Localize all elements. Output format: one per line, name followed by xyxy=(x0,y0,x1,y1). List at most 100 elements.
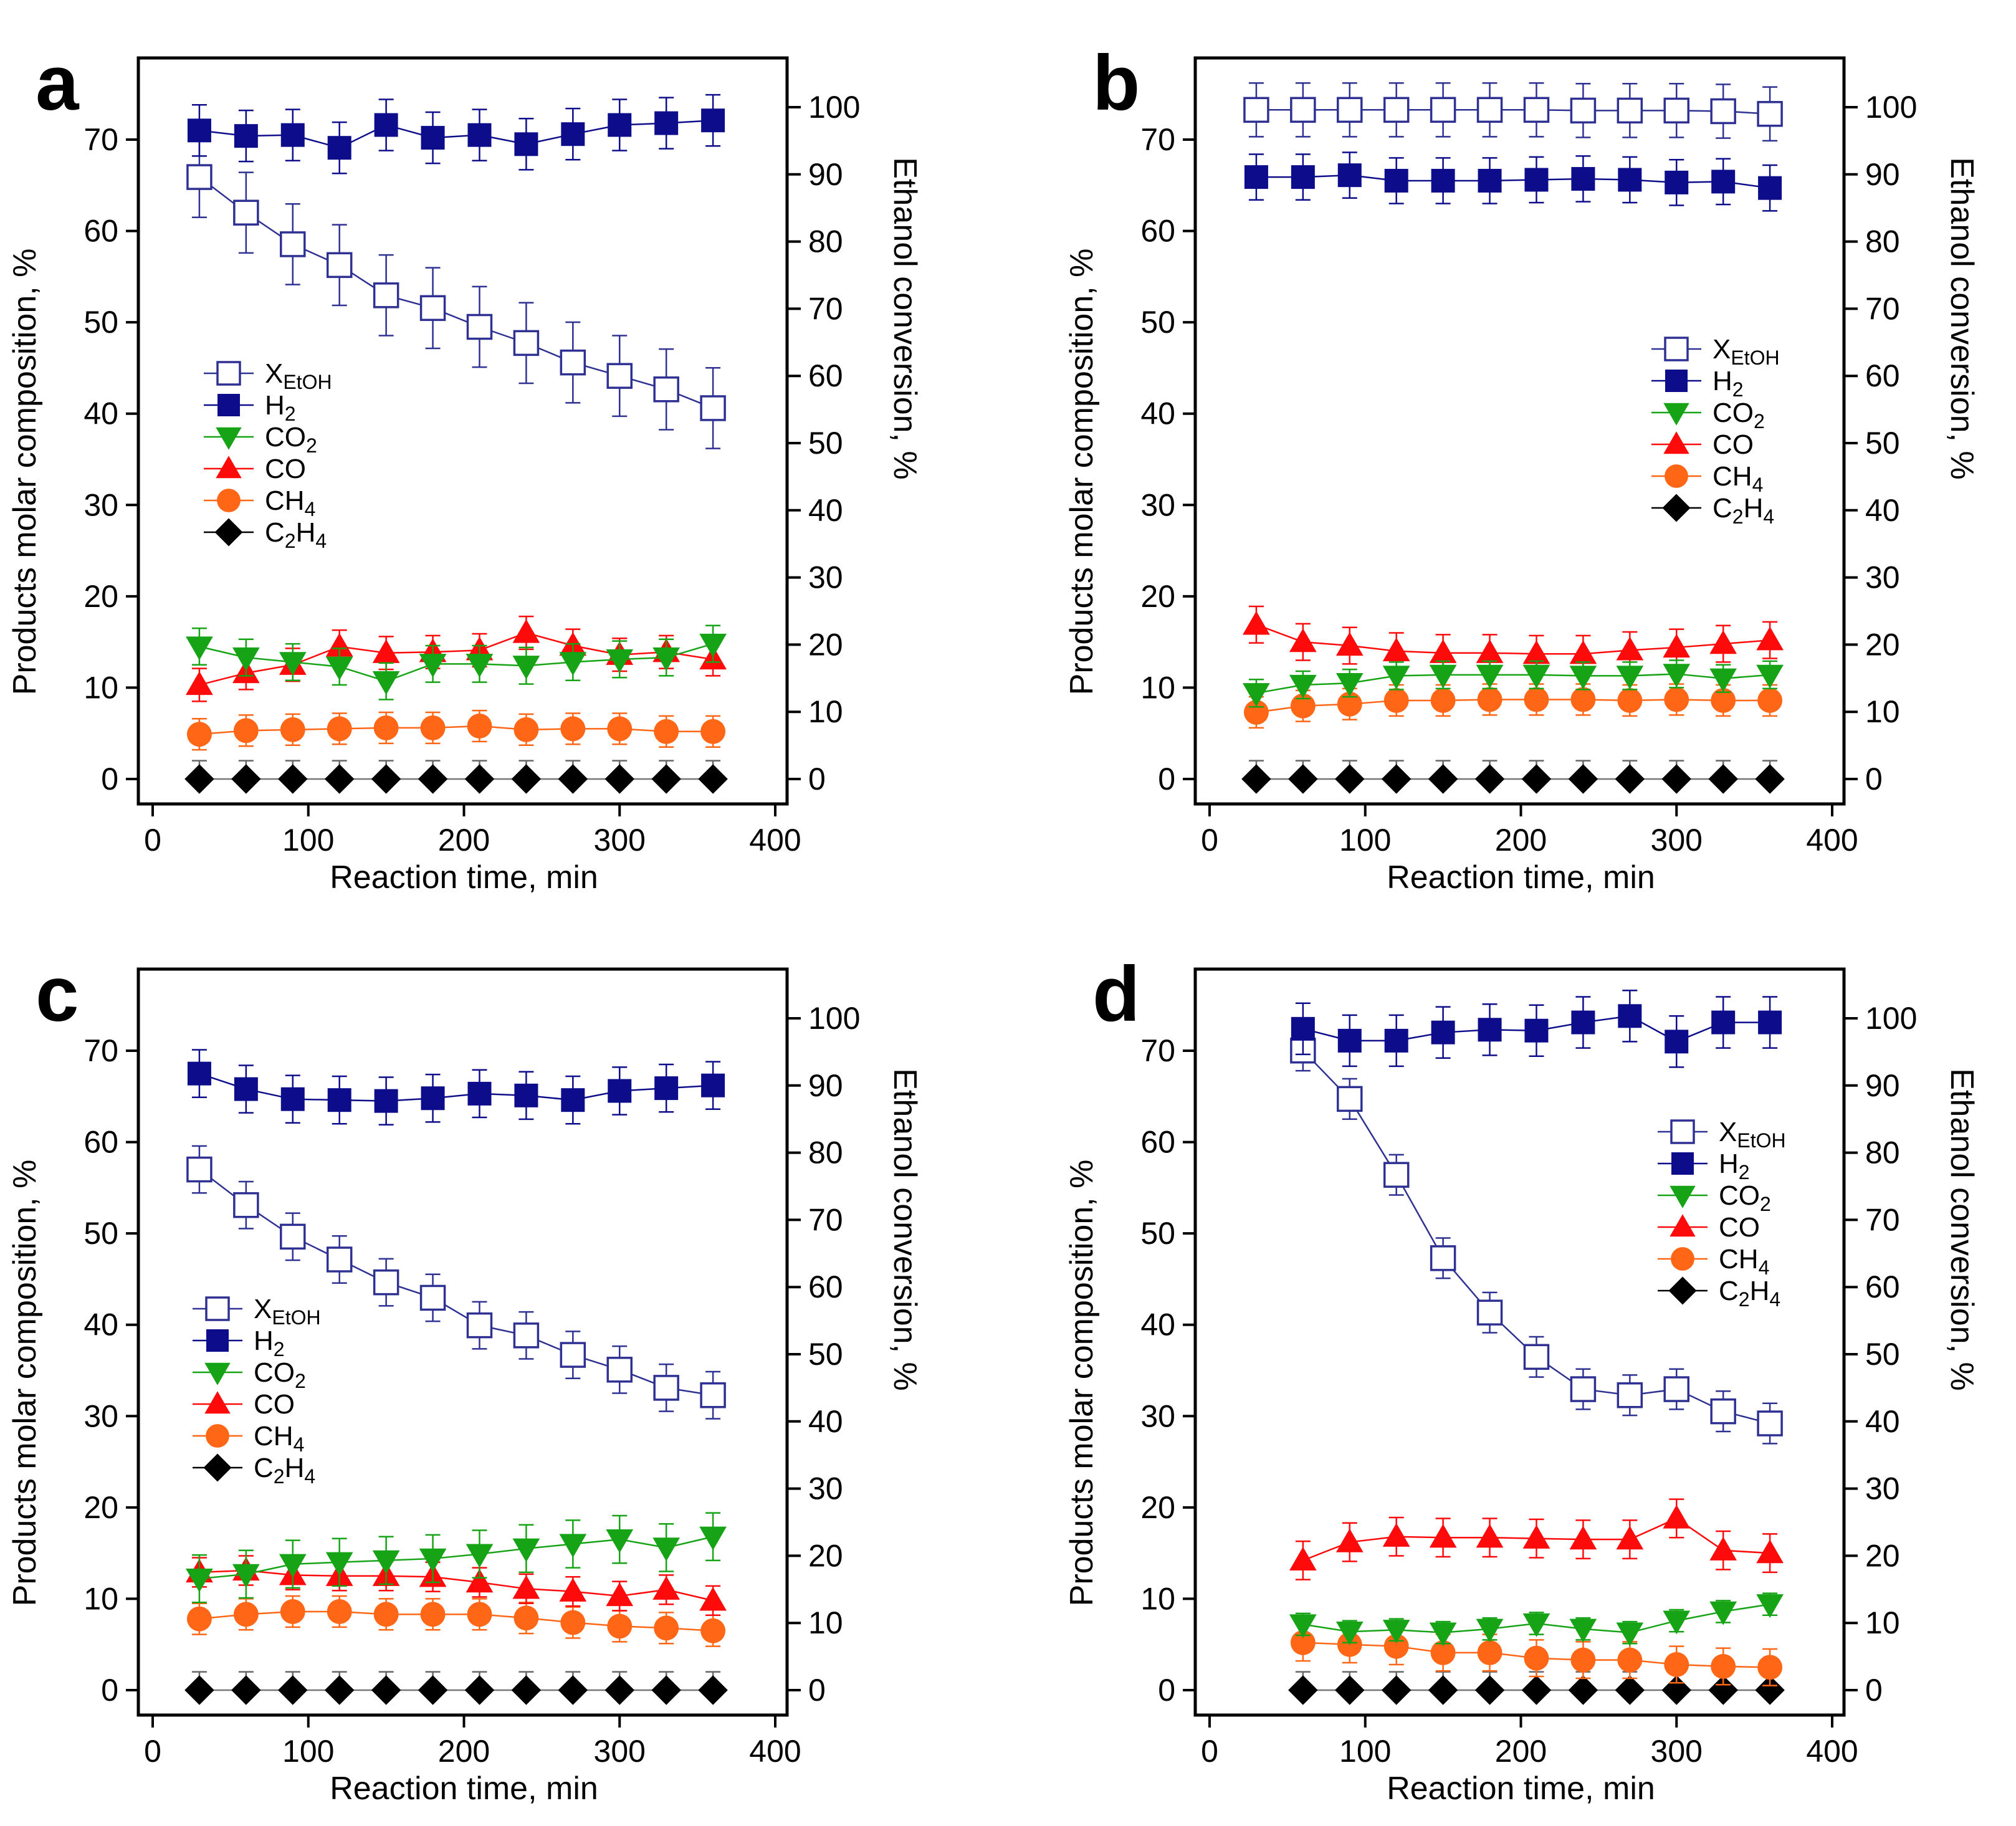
data-point-CO xyxy=(1616,636,1644,661)
data-point-CO2 xyxy=(1616,666,1644,690)
data-point-H2 xyxy=(608,113,632,137)
panel-c: c0 100 200 300 40001020304050607001020304050… xyxy=(7,951,923,1807)
data-point-H2 xyxy=(1618,168,1642,192)
legend-label-part: 2 xyxy=(1739,1161,1750,1183)
data-point-CO2 xyxy=(559,1534,587,1558)
legend-label: CO2​ xyxy=(254,1357,306,1392)
legend-label-part: CO xyxy=(265,454,306,484)
legend-label-part: H xyxy=(285,1453,305,1483)
legend-item-CO: CO xyxy=(1658,1212,1760,1243)
data-point-CO xyxy=(1289,1547,1317,1571)
data-point-C2H4 xyxy=(1335,764,1365,794)
data-point-CO2 xyxy=(1429,1622,1457,1647)
legend-label: CH4​ xyxy=(1713,461,1763,496)
data-point-C2H4 xyxy=(1474,1675,1505,1705)
data-point-C2H4 xyxy=(1428,764,1458,794)
legend-label-part: EtOH xyxy=(283,371,332,393)
legend-label-part: CH xyxy=(254,1421,294,1451)
data-point-CH4 xyxy=(1430,687,1456,713)
legend-label-part: CH xyxy=(1713,461,1752,492)
data-point-H2 xyxy=(1665,1030,1689,1054)
y-axis-label: Products molar composition, % xyxy=(7,249,43,696)
series-XEtOH xyxy=(1243,82,1783,142)
data-point-C2H4 xyxy=(1428,1675,1458,1705)
data-point-CO2 xyxy=(699,1526,727,1551)
panel-label: a xyxy=(36,40,80,127)
data-point-CH4 xyxy=(607,716,633,742)
data-point-C2H4 xyxy=(371,764,401,794)
legend-marker-CH4 xyxy=(217,489,241,512)
legend-label: CH4​ xyxy=(1719,1244,1769,1279)
data-point-CO2 xyxy=(652,647,681,671)
data-point-XEtOH xyxy=(1383,1162,1410,1188)
legend-item-XEtOH: XEtOH​ xyxy=(193,1294,321,1329)
data-point-CO xyxy=(1569,1526,1597,1550)
data-point-CH4 xyxy=(560,716,586,742)
series-CO xyxy=(1289,1498,1784,1580)
legend-label-part: X xyxy=(265,358,283,389)
y-tick-label: 40 xyxy=(1140,1307,1175,1342)
series-H2 xyxy=(1244,151,1782,212)
x-tick-label: 100 xyxy=(282,823,334,858)
data-point-H2 xyxy=(654,1076,679,1101)
data-point-CO xyxy=(372,639,400,663)
data-point-H2 xyxy=(1571,1010,1595,1035)
data-point-CO xyxy=(186,671,213,696)
y2-tick-label: 10 xyxy=(808,1605,843,1640)
y2-tick-label: 20 xyxy=(808,627,843,662)
data-point-CH4 xyxy=(1664,1652,1689,1677)
y-tick-label: 40 xyxy=(1140,396,1175,431)
series-CH4 xyxy=(186,709,726,751)
data-point-H2 xyxy=(1711,1010,1736,1035)
data-point-H2 xyxy=(1431,1020,1455,1044)
x-tick-label: 400 xyxy=(1806,1734,1858,1769)
data-point-C2H4 xyxy=(511,764,542,794)
data-point-C2H4 xyxy=(1288,1675,1318,1705)
legend-label-part: CO xyxy=(1719,1180,1760,1211)
data-point-CO xyxy=(1382,637,1410,661)
data-point-CH4 xyxy=(1711,1653,1736,1679)
y2-tick-label: 30 xyxy=(808,560,843,595)
data-point-H2 xyxy=(421,126,445,150)
data-point-XEtOH xyxy=(653,1375,679,1401)
series-line-XEtOH xyxy=(1256,109,1770,115)
x-tick-label: 200 xyxy=(1495,1734,1547,1769)
legend-label: H2​ xyxy=(1713,366,1744,401)
legend-label-part: CH xyxy=(265,485,305,516)
legend-item-H2: H2​ xyxy=(1651,366,1744,401)
data-point-C2H4 xyxy=(371,1675,401,1705)
data-point-CH4 xyxy=(420,715,446,740)
data-point-CO xyxy=(1429,1524,1457,1548)
y2-tick-label: 70 xyxy=(1865,291,1900,326)
y2-tick-label: 30 xyxy=(1865,1471,1900,1506)
data-point-XEtOH xyxy=(1663,1376,1689,1402)
data-point-CH4 xyxy=(700,1618,726,1643)
y2-tick-label: 90 xyxy=(1865,1068,1900,1103)
data-point-C2H4 xyxy=(1755,1675,1785,1705)
data-point-XEtOH xyxy=(1663,97,1689,124)
legend-item-H2: H2​ xyxy=(204,390,296,425)
data-point-CO xyxy=(1476,639,1504,663)
data-point-CO2 xyxy=(419,654,447,678)
data-point-H2 xyxy=(187,118,211,143)
plot-frame xyxy=(1193,967,1846,1717)
series-CO xyxy=(186,1555,727,1617)
legend-item-CO: CO xyxy=(1651,429,1754,460)
data-point-XEtOH xyxy=(513,1322,540,1349)
data-point-CH4 xyxy=(1524,687,1549,712)
y2-tick-label: 30 xyxy=(1865,560,1900,595)
data-point-H2 xyxy=(1524,168,1549,192)
legend-marker-CO xyxy=(1663,431,1689,454)
data-point-CO xyxy=(1663,1504,1691,1529)
legend-label-part: EtOH xyxy=(1737,1129,1785,1152)
y-tick-label: 50 xyxy=(1140,1216,1175,1251)
data-point-C2H4 xyxy=(278,764,308,794)
data-point-CO2 xyxy=(325,656,353,681)
y-tick-label: 0 xyxy=(101,762,118,796)
y2-tick-label: 50 xyxy=(1865,1337,1900,1372)
data-point-H2 xyxy=(654,111,679,135)
legend-marker-XEtOH xyxy=(1670,1119,1695,1144)
data-point-XEtOH xyxy=(280,231,306,257)
legend-marker-C2H4 xyxy=(203,1453,232,1482)
